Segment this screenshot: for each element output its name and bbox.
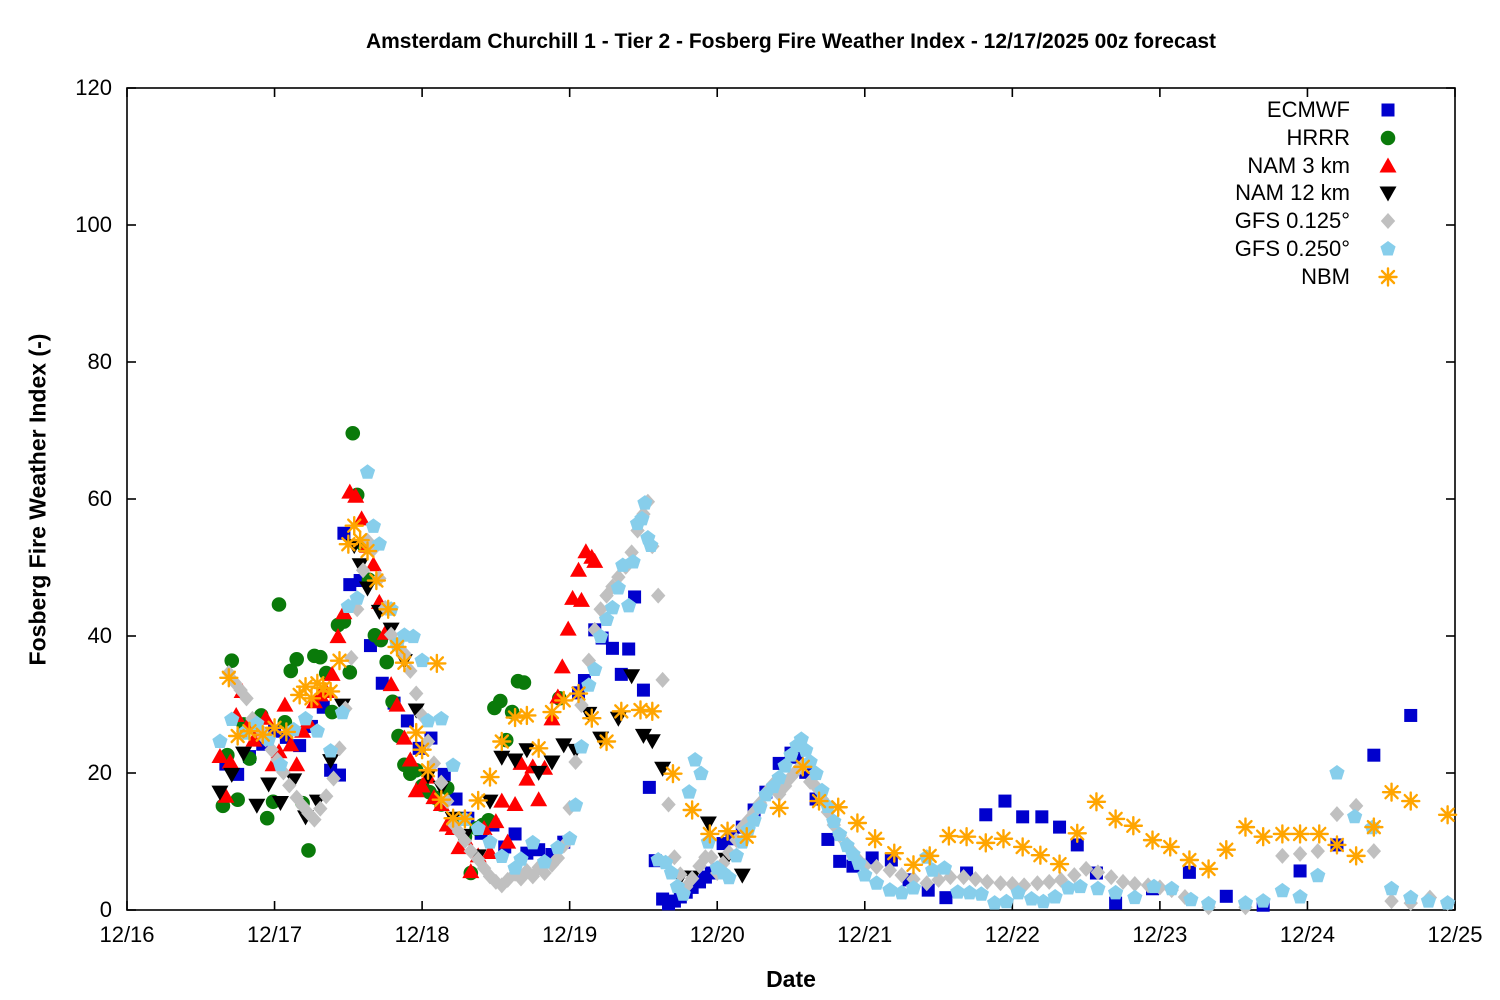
y-tick-label: 100 (75, 212, 112, 237)
y-tick-label: 0 (99, 897, 112, 922)
x-tick-label: 12/17 (247, 922, 303, 947)
x-tick-label: 12/20 (689, 922, 745, 947)
x-tick-label: 12/23 (1132, 922, 1188, 947)
y-tick-label: 120 (75, 75, 112, 100)
x-tick-label: 12/22 (984, 922, 1040, 947)
chart-title: Amsterdam Churchill 1 - Tier 2 - Fosberg… (365, 30, 1217, 53)
legend-label: GFS 0.250° (1234, 236, 1350, 261)
series-ecmwf-points (219, 526, 1418, 912)
y-tick-label: 60 (87, 486, 112, 511)
series-gfs-0-125--points (221, 493, 1455, 916)
legend-entry-hrrr: HRRR (1000, 124, 1410, 152)
series-nam-3-km-points (211, 483, 604, 879)
legend-marker-triangle-down-icon (1379, 186, 1397, 202)
legend-entry-nbm: NBM (1000, 263, 1410, 291)
x-axis-label: Date (766, 966, 816, 992)
x-tick-label: 12/21 (837, 922, 893, 947)
legend-marker-asterisk-icon (1378, 267, 1398, 287)
legend-label: NAM 3 km (1247, 152, 1350, 178)
axis-ticks (126, 87, 1456, 911)
x-tick-label: 12/18 (394, 922, 450, 947)
legend-label: ECMWF (1266, 97, 1350, 122)
y-tick-label: 20 (87, 760, 112, 785)
legend-marker-diamond-icon (1380, 213, 1396, 230)
x-tick-label: 12/19 (542, 922, 598, 947)
legend-label: NBM (1301, 263, 1350, 289)
legend-entry-ecmwf: ECMWF (1000, 96, 1410, 124)
y-tick-label: 40 (87, 623, 112, 648)
legend-marker-square-icon (1381, 103, 1395, 117)
legend-marker-circle-icon (1380, 130, 1396, 146)
legend-entry-nam-3-km: NAM 3 km (1000, 152, 1410, 180)
legend-entry-gfs-0-125-: GFS 0.125° (1000, 207, 1410, 235)
legend-marker-pentagon-icon (1380, 241, 1396, 256)
legend-marker-triangle-up-icon (1379, 157, 1397, 173)
series-nbm-points (219, 516, 1458, 879)
legend-label: GFS 0.125° (1234, 208, 1350, 234)
legend-label: HRRR (1286, 124, 1350, 150)
y-tick-label: 80 (87, 349, 112, 374)
x-tick-label: 12/16 (99, 922, 155, 947)
legend-label: NAM 12 km (1235, 180, 1350, 206)
x-tick-label: 12/24 (1279, 922, 1335, 947)
legend-entry-nam-12-km: NAM 12 km (1000, 179, 1410, 207)
legend-entry-gfs-0-250-: GFS 0.250° (1000, 235, 1410, 263)
x-tick-label: 12/25 (1427, 922, 1483, 947)
